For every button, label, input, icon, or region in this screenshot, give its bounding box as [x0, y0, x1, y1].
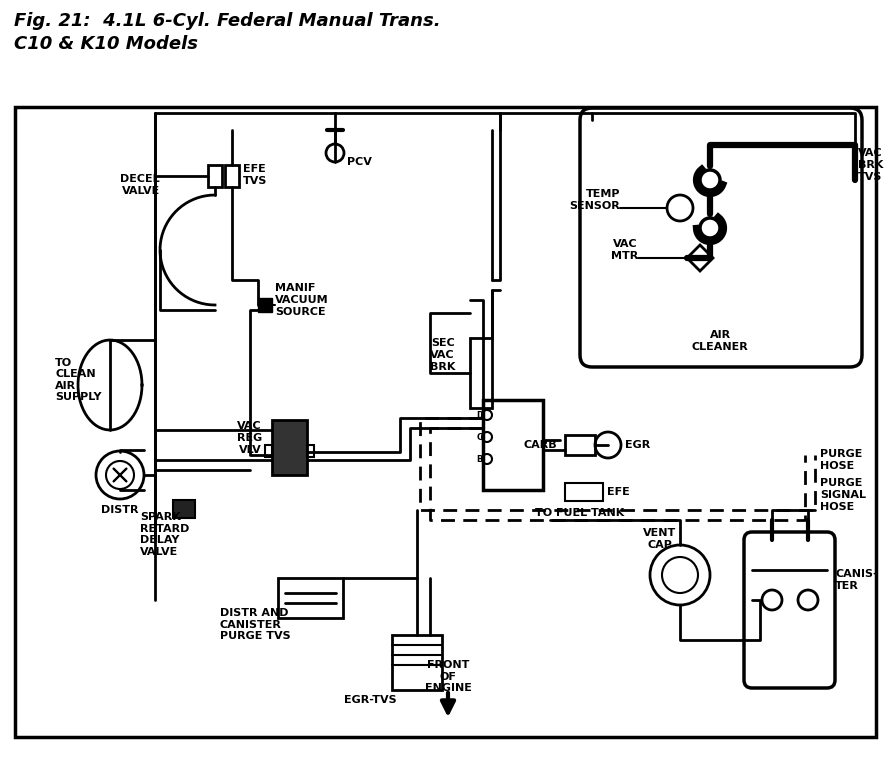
Text: TO FUEL TANK: TO FUEL TANK	[535, 508, 625, 518]
Bar	[470, 338, 492, 408]
Text: B: B	[477, 455, 483, 463]
Bar	[392, 635, 442, 690]
Bar	[265, 445, 272, 457]
Text: EGR-TVS: EGR-TVS	[344, 695, 396, 705]
Bar	[565, 483, 603, 501]
Text: VENT
CAP: VENT CAP	[643, 528, 676, 550]
Bar	[272, 420, 307, 475]
Text: EFE
TVS: EFE TVS	[243, 165, 267, 185]
Text: DECEL
VALVE: DECEL VALVE	[120, 174, 160, 196]
Text: VAC
REG
VLV: VAC REG VLV	[237, 421, 262, 455]
Bar	[173, 500, 195, 518]
Bar	[208, 165, 222, 187]
Text: PCV: PCV	[347, 157, 372, 167]
Text: DISTR: DISTR	[102, 505, 139, 515]
Text: C10 & K10 Models: C10 & K10 Models	[14, 35, 198, 53]
Text: EFE: EFE	[607, 487, 630, 497]
Text: CANIS-
TER: CANIS- TER	[835, 570, 878, 591]
Text: SEC
VAC
BRK: SEC VAC BRK	[429, 338, 455, 372]
Text: PURGE
SIGNAL
HOSE: PURGE SIGNAL HOSE	[820, 478, 866, 511]
Text: SPARK
RETARD
DELAY
VALVE: SPARK RETARD DELAY VALVE	[140, 512, 190, 557]
Text: CARB: CARB	[523, 440, 557, 450]
Text: D: D	[476, 411, 483, 420]
Text: FRONT
OF
ENGINE: FRONT OF ENGINE	[425, 660, 471, 693]
Text: VAC
BRK
TVS: VAC BRK TVS	[858, 148, 883, 182]
Text: Fig. 21:  4.1L 6-Cyl. Federal Manual Trans.: Fig. 21: 4.1L 6-Cyl. Federal Manual Tran…	[14, 12, 441, 30]
Bar	[307, 445, 314, 457]
Bar	[15, 107, 876, 737]
Bar	[565, 435, 595, 455]
Text: TEMP
SENSOR: TEMP SENSOR	[569, 189, 620, 211]
Bar	[258, 298, 272, 312]
Text: EGR: EGR	[625, 440, 650, 450]
Text: TO
CLEAN
AIR
SUPPLY: TO CLEAN AIR SUPPLY	[55, 358, 102, 403]
Text: AIR
CLEANER: AIR CLEANER	[691, 330, 748, 352]
Bar	[483, 400, 543, 490]
Text: MANIF
VACUUM
SOURCE: MANIF VACUUM SOURCE	[275, 283, 329, 317]
Bar	[225, 165, 239, 187]
Text: C: C	[477, 432, 483, 442]
Text: DISTR AND
CANISTER
PURGE TVS: DISTR AND CANISTER PURGE TVS	[220, 608, 290, 641]
Text: PURGE
HOSE: PURGE HOSE	[820, 449, 862, 471]
Bar	[278, 578, 343, 618]
Text: VAC
MTR: VAC MTR	[610, 239, 638, 261]
